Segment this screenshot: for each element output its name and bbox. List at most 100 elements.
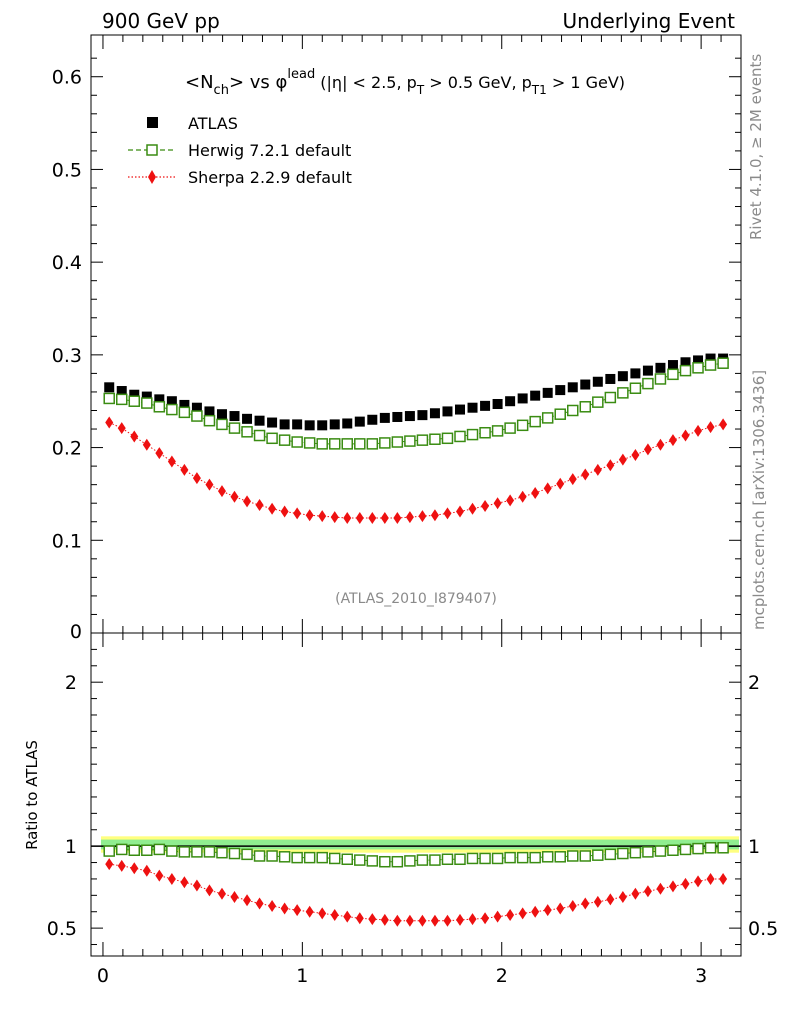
herwig-ratio-point xyxy=(166,845,178,857)
sherpa-point xyxy=(355,512,364,525)
sherpa-ratio-point xyxy=(481,912,490,925)
herwig-ratio-point xyxy=(153,843,166,856)
sherpa-ratio-point xyxy=(556,902,565,915)
atlas-point xyxy=(204,406,215,417)
herwig-point xyxy=(541,412,554,424)
herwig-ratio-point xyxy=(379,855,391,868)
herwig-point xyxy=(692,362,704,374)
sherpa-ratio-point xyxy=(506,909,515,922)
sherpa-point xyxy=(681,429,690,442)
ratio-y-tick-label: 1 xyxy=(65,836,77,858)
herwig-ratio-point xyxy=(429,854,441,866)
herwig-point xyxy=(516,419,529,432)
sherpa-point xyxy=(243,495,252,508)
herwig-ratio-point xyxy=(567,850,579,862)
sherpa-point xyxy=(268,502,277,515)
sherpa-ratio-point xyxy=(681,877,690,890)
atlas-point xyxy=(517,393,528,404)
herwig-ratio-point xyxy=(717,842,729,854)
herwig-point xyxy=(241,426,253,438)
sherpa-ratio-point xyxy=(493,910,502,923)
sherpa-point xyxy=(393,512,402,525)
atlas-point xyxy=(630,368,641,379)
herwig-point xyxy=(166,403,178,416)
sherpa-ratio-point xyxy=(694,875,703,888)
ratio-x-ticks: 0 1 2 3 xyxy=(97,633,722,987)
herwig-point xyxy=(291,436,303,448)
atlas-point xyxy=(317,420,328,431)
sherpa-ratio-point xyxy=(543,904,552,917)
atlas-point xyxy=(242,413,253,424)
sherpa-point xyxy=(142,438,151,451)
atlas-point xyxy=(329,419,340,430)
sherpa-point xyxy=(719,418,728,431)
sherpa-point xyxy=(405,511,414,524)
sherpa-ratio-point xyxy=(581,897,590,910)
sherpa-point xyxy=(506,494,515,507)
atlas-point xyxy=(567,382,578,393)
atlas-point xyxy=(592,376,603,387)
sherpa-ratio-point xyxy=(568,899,577,912)
atlas-point xyxy=(542,387,553,398)
ratio-y-label: Ratio to ATLAS xyxy=(23,740,41,850)
herwig-ratio-point xyxy=(253,850,266,862)
sherpa-ratio-point xyxy=(618,890,627,903)
herwig-ratio-point xyxy=(103,845,115,857)
atlas-point xyxy=(480,400,491,411)
legend-atlas-marker xyxy=(147,117,158,128)
x-tick-label: 3 xyxy=(695,965,707,987)
main-y-tick-label: 0.1 xyxy=(52,530,82,552)
sherpa-point xyxy=(255,499,264,512)
sherpa-point xyxy=(643,443,652,456)
herwig-point xyxy=(379,437,391,449)
main-series xyxy=(103,353,729,525)
herwig-point xyxy=(667,368,679,381)
herwig-ratio-point xyxy=(629,846,642,859)
herwig-point xyxy=(429,433,441,445)
herwig-ratio-point xyxy=(203,846,216,858)
sherpa-point xyxy=(481,499,490,512)
x-tick-label: 1 xyxy=(296,965,308,987)
sherpa-ratio-point xyxy=(117,859,126,872)
atlas-point xyxy=(154,394,165,405)
sherpa-point xyxy=(568,473,577,486)
plot-title: <Nch> vs φlead (|η| < 2.5, pT > 0.5 GeV,… xyxy=(185,67,625,98)
atlas-point xyxy=(505,396,516,407)
herwig-point xyxy=(604,391,617,404)
sherpa-point xyxy=(618,453,627,466)
ratio-panel: 0.5 0.5 1 1 2 2 0 1 2 3 Ratio to ATLAS xyxy=(23,632,778,987)
herwig-point xyxy=(479,426,491,439)
herwig-ratio-point xyxy=(303,851,316,864)
atlas-point xyxy=(680,357,691,368)
atlas-point xyxy=(191,402,202,413)
atlas-point xyxy=(104,382,115,393)
mcplots-label: mcplots.cern.ch [arXiv:1306.3436] xyxy=(750,370,768,630)
sherpa-ratio-point xyxy=(531,905,540,918)
atlas-point xyxy=(116,386,127,397)
sherpa-point xyxy=(556,477,565,490)
atlas-point xyxy=(216,409,227,420)
herwig-ratio-point xyxy=(178,846,191,858)
rivet-label: Rivet 4.1.0, ≥ 2M events xyxy=(747,54,765,240)
herwig-ratio-point xyxy=(479,852,491,865)
herwig-ratio-point xyxy=(466,852,479,865)
sherpa-point xyxy=(293,507,302,520)
herwig-ratio-point xyxy=(366,855,379,867)
sherpa-ratio-point xyxy=(305,905,314,918)
herwig-ratio-point xyxy=(341,853,354,866)
x-tick-label: 0 xyxy=(97,965,109,987)
herwig-point xyxy=(454,430,466,443)
atlas-point xyxy=(292,419,303,430)
sherpa-ratio-point xyxy=(418,914,427,927)
sherpa-ratio-point xyxy=(606,893,615,906)
herwig-ratio-point xyxy=(617,847,629,860)
herwig-point xyxy=(642,377,654,390)
header-left: 900 GeV pp xyxy=(102,9,220,33)
herwig-ratio-point xyxy=(191,846,203,858)
herwig-point xyxy=(579,401,592,413)
sherpa-ratio-point xyxy=(180,876,189,889)
sherpa-point xyxy=(631,448,640,461)
sherpa-point xyxy=(593,463,602,476)
herwig-point xyxy=(416,434,429,446)
